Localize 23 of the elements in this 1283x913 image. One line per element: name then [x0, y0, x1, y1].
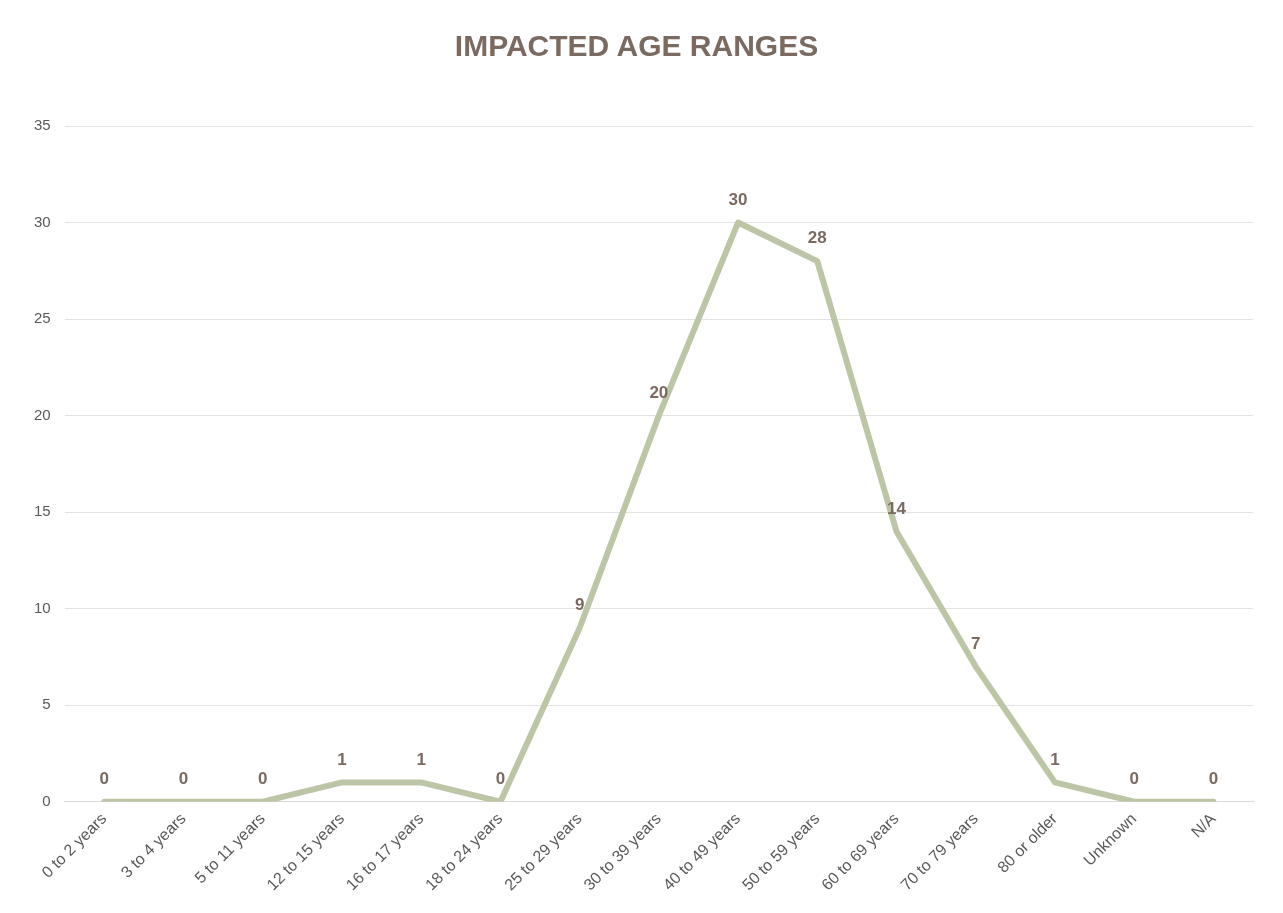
data-label: 0 — [258, 768, 268, 788]
data-label: 7 — [970, 633, 981, 653]
data-label: 0 — [1208, 768, 1219, 788]
y-tick-label: 35 — [34, 116, 51, 134]
data-label: 0 — [178, 768, 189, 788]
y-tick-label: 25 — [34, 309, 51, 327]
data-label: 0 — [1129, 768, 1139, 788]
y-tick-label: 15 — [34, 502, 51, 520]
y-tick-label: 30 — [34, 212, 51, 230]
y-tick-label: 0 — [42, 791, 51, 809]
chart-title: IMPACTED AGE RANGES — [454, 29, 819, 63]
x-tick-label: N/A — [1187, 809, 1219, 841]
y-tick-label: 10 — [34, 598, 51, 616]
data-label: 1 — [337, 749, 347, 769]
y-tick-label: 20 — [34, 405, 51, 423]
data-label: 9 — [574, 595, 585, 615]
data-label: 1 — [416, 749, 426, 769]
y-tick-label: 5 — [42, 695, 51, 713]
data-label: 0 — [99, 768, 110, 788]
data-label: 30 — [728, 189, 748, 209]
data-label: 0 — [495, 768, 506, 788]
data-label: 1 — [1050, 749, 1060, 769]
data-label: 28 — [807, 228, 827, 248]
